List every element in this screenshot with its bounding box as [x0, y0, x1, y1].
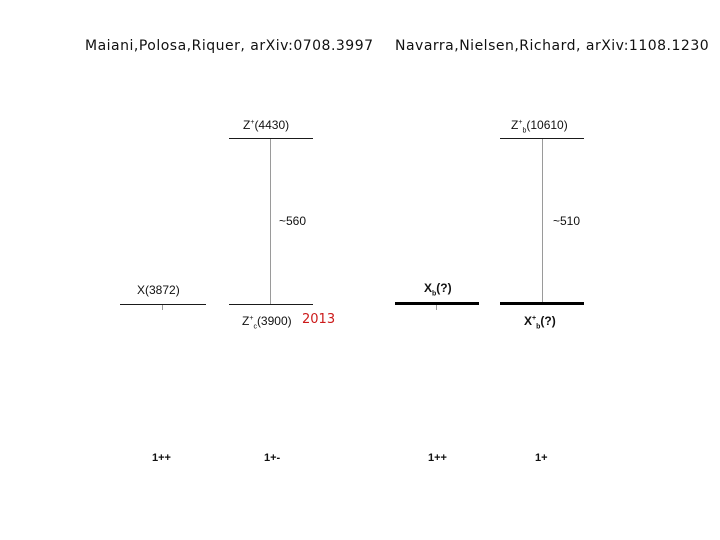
left-lower-state-label: Z+c(3900) — [242, 314, 292, 331]
left-splitting-label: ~560 — [279, 214, 307, 228]
right-jpc-1p: 1+ — [535, 452, 548, 464]
right-jpc-1pp: 1++ — [428, 452, 447, 464]
left-x-level — [120, 304, 206, 305]
right-splitting-line — [542, 139, 543, 302]
left-x-state-label: X(3872) — [137, 283, 180, 297]
left-jpc-1pm: 1+- — [264, 452, 281, 464]
left-upper-state-label: Z+(4430) — [243, 118, 290, 132]
right-xb-level — [395, 302, 479, 305]
right-upper-state-label: Z+b(10610) — [511, 118, 568, 135]
right-splitting-label: ~510 — [553, 214, 581, 228]
right-upper-level — [500, 138, 584, 139]
right-lower-state-label: X+b(?) — [524, 314, 556, 331]
left-reference: Maiani,Polosa,Riquer, arXiv:0708.3997 — [85, 38, 374, 54]
right-reference: Navarra,Nielsen,Richard, arXiv:1108.1230 — [395, 38, 710, 54]
left-splitting-line — [270, 139, 271, 304]
left-lower-level — [229, 304, 313, 305]
year-note: 2013 — [302, 312, 336, 327]
right-lower-level — [500, 302, 584, 305]
left-jpc-1pp: 1++ — [152, 452, 171, 464]
right-xb-state-label: Xb(?) — [424, 281, 452, 298]
left-upper-level — [229, 138, 313, 139]
left-x-tick — [162, 305, 163, 310]
right-xb-tick — [436, 305, 437, 310]
